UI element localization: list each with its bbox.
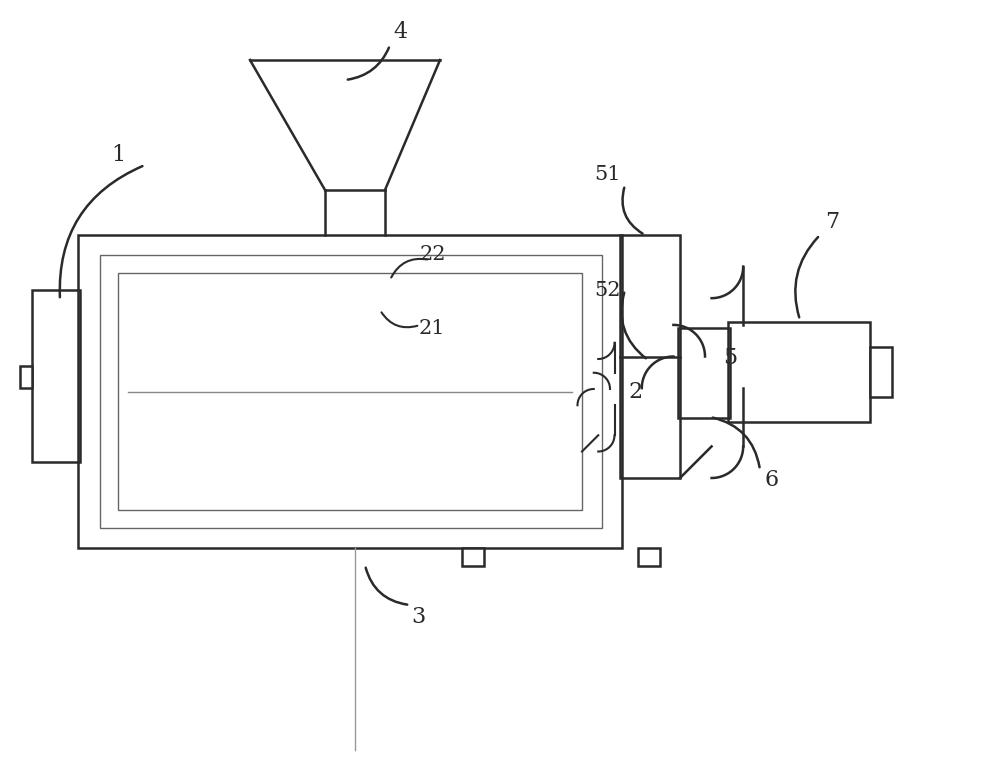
Text: 52: 52 [595, 281, 621, 300]
Text: 5: 5 [723, 347, 737, 369]
Text: 3: 3 [411, 606, 425, 628]
Text: 22: 22 [420, 246, 446, 264]
Bar [728, 322, 870, 422]
Bar [32, 290, 80, 462]
Text: 51: 51 [595, 165, 621, 185]
Bar [118, 273, 582, 510]
Text: 2: 2 [629, 381, 643, 403]
Text: 4: 4 [393, 21, 407, 43]
Text: 1: 1 [111, 144, 125, 166]
Text: 6: 6 [765, 469, 779, 491]
Text: 7: 7 [825, 211, 839, 233]
Bar [462, 548, 484, 566]
Bar [100, 255, 602, 528]
Bar [620, 235, 680, 478]
Bar [638, 548, 660, 566]
Bar [678, 328, 730, 418]
Text: 21: 21 [419, 318, 445, 338]
Bar [870, 347, 892, 397]
Bar [20, 366, 32, 388]
Bar [78, 235, 622, 548]
